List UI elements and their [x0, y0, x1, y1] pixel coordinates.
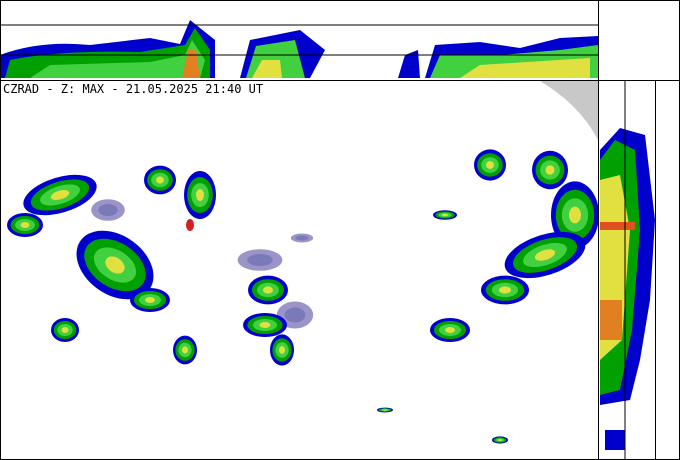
shape [532, 150, 568, 190]
shape [130, 288, 170, 312]
shape [144, 165, 176, 195]
shape [182, 50, 200, 78]
shape [290, 233, 314, 243]
shape [248, 275, 288, 305]
shape [173, 335, 197, 365]
shape [430, 318, 470, 342]
main-panel: CZRAD - Z: MAX - 21.05.2025 21:40 UT [3, 81, 599, 444]
shape [186, 219, 194, 231]
shape [237, 249, 283, 271]
title: CZRAD - Z: MAX - 21.05.2025 21:40 UT [3, 82, 263, 96]
shape [270, 334, 294, 366]
shape [460, 58, 590, 78]
shape [398, 50, 420, 78]
shape [474, 149, 506, 181]
shape [243, 313, 287, 337]
shape [600, 300, 622, 340]
echoes [6, 149, 599, 444]
shape [481, 275, 529, 305]
top-projection [0, 20, 598, 78]
shape [600, 222, 635, 230]
shape [6, 213, 43, 237]
shape [492, 436, 508, 444]
shape [252, 60, 282, 78]
shape [184, 171, 216, 219]
shape [605, 430, 625, 450]
no-coverage [540, 81, 598, 140]
shape [51, 318, 79, 342]
shape [30, 40, 205, 78]
shape [91, 199, 125, 221]
shape [433, 210, 457, 220]
shape [377, 407, 393, 413]
right-projection [600, 80, 655, 460]
